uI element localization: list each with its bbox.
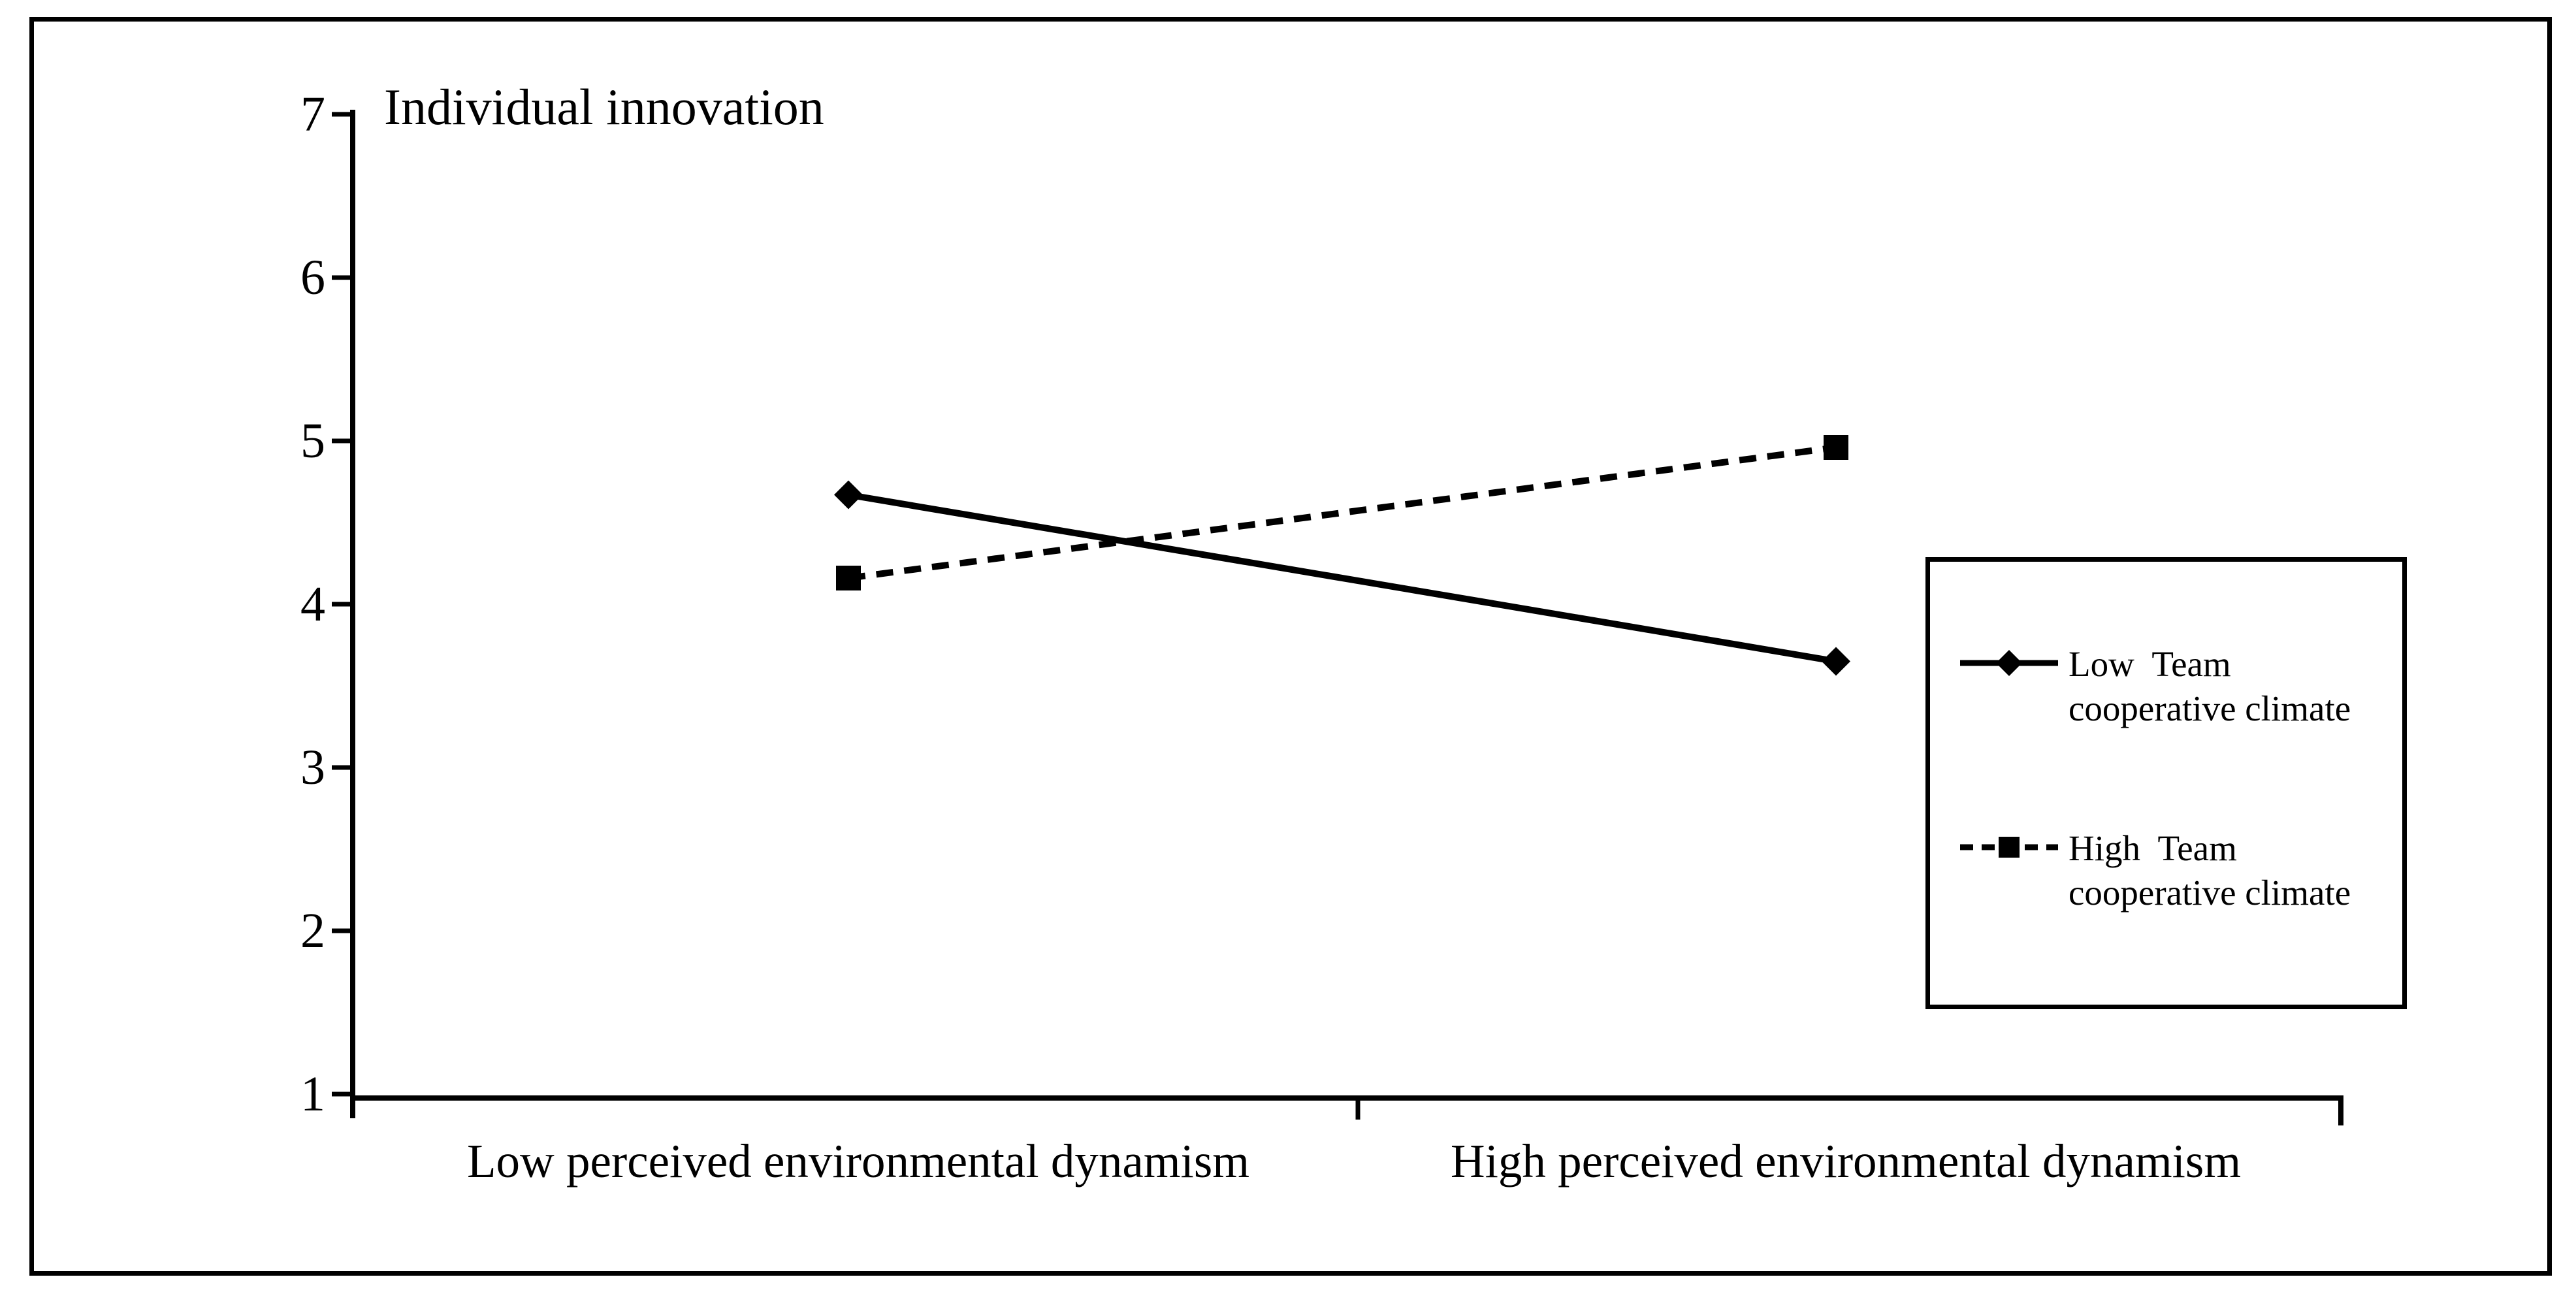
diamond-marker — [1822, 647, 1850, 676]
x-category-label-low: Low perceived environmental dynamism — [466, 1135, 1250, 1188]
y-tick-label: 6 — [300, 250, 325, 305]
y-tick-label: 7 — [300, 87, 325, 142]
diamond-marker — [1996, 650, 2022, 676]
legend-box: Low Team cooperative climate High Team c… — [1925, 557, 2407, 1009]
series-line-solid — [848, 491, 1837, 665]
y-tick-label: 5 — [300, 413, 325, 468]
y-tick-label: 1 — [300, 1067, 325, 1122]
x-category-label-high: High perceived environmental dynamism — [1450, 1135, 2242, 1188]
square-marker — [1824, 435, 1848, 460]
square-marker — [1999, 837, 2020, 858]
legend-item-low-team-cooperative-climate: Low Team cooperative climate — [1960, 642, 2393, 731]
legend-label: Low Team cooperative climate — [2069, 644, 2351, 728]
outer-border — [29, 17, 2552, 1276]
y-tick-label: 2 — [300, 903, 325, 958]
y-tick-label: 4 — [300, 577, 325, 632]
legend-marker-solid-diamond-icon — [1960, 650, 2058, 676]
series-line-dashed — [848, 444, 1837, 581]
diamond-marker — [834, 480, 863, 509]
legend-label: High Team cooperative climate — [2069, 828, 2351, 913]
square-marker — [836, 566, 861, 590]
chart-title: Individual innovation — [384, 78, 824, 135]
legend-marker-dashed-square-icon — [1960, 837, 2058, 858]
legend-item-high-team-cooperative-climate: High Team cooperative climate — [1960, 826, 2393, 915]
y-tick-label: 3 — [300, 740, 325, 795]
